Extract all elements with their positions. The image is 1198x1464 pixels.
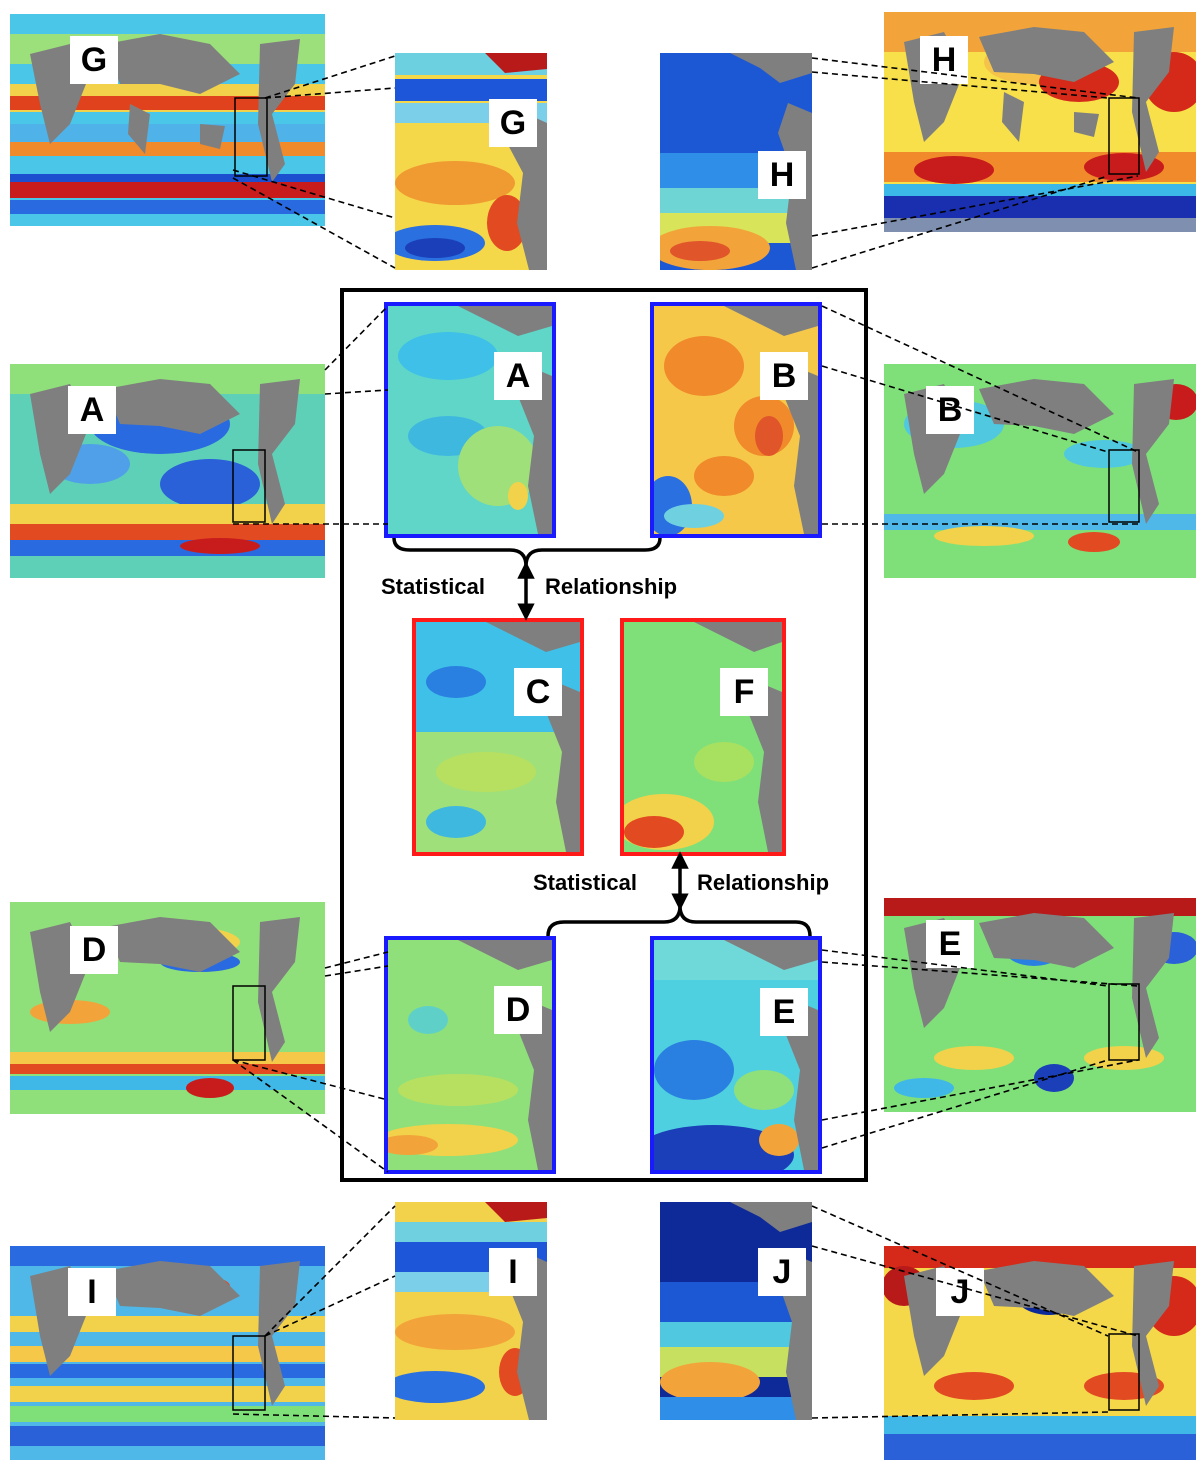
panel-label: G — [489, 99, 537, 147]
panel-label: C — [514, 668, 562, 716]
panel-label: J — [936, 1268, 984, 1316]
zoom-map-f: F — [620, 618, 786, 856]
panel-label: J — [758, 1248, 806, 1296]
central-schematic-frame — [340, 288, 868, 1182]
relationship-label-top: Relationship — [545, 574, 678, 599]
world-map-d: D — [10, 902, 325, 1114]
panel-label: H — [920, 36, 968, 84]
panel-label: H — [758, 151, 806, 199]
zoom-map-a: A — [384, 302, 556, 538]
panel-label: I — [489, 1248, 537, 1296]
panel-label: D — [494, 986, 542, 1034]
statistical-label-top: Statistical — [381, 574, 485, 599]
world-map-e: E — [884, 898, 1196, 1112]
world-map-j: J — [884, 1246, 1196, 1460]
panel-label: I — [68, 1268, 116, 1316]
world-map-b: B — [884, 364, 1196, 578]
panel-label: B — [926, 386, 974, 434]
panel-label: E — [760, 988, 808, 1036]
zoom-map-i: I — [395, 1202, 547, 1420]
zoom-map-b: B — [650, 302, 822, 538]
panel-label: G — [70, 36, 118, 84]
panel-label: A — [494, 352, 542, 400]
panel-label: A — [68, 386, 116, 434]
zoom-map-h: H — [660, 53, 812, 270]
panel-label: E — [926, 920, 974, 968]
world-map-a: A — [10, 364, 325, 578]
zoom-map-e: E — [650, 936, 822, 1174]
zoom-map-j: J — [660, 1202, 812, 1420]
world-map-g: G — [10, 14, 325, 226]
zoom-map-d: D — [384, 936, 556, 1174]
zoom-map-g: G — [395, 53, 547, 270]
zoom-map-c: C — [412, 618, 584, 856]
panel-label: B — [760, 352, 808, 400]
relationship-label-bottom: Relationship — [697, 870, 830, 895]
panel-label: F — [720, 668, 768, 716]
statistical-label-bottom: Statistical — [533, 870, 637, 895]
world-map-h: H — [884, 12, 1196, 232]
panel-label: D — [70, 926, 118, 974]
world-map-i: I — [10, 1246, 325, 1460]
